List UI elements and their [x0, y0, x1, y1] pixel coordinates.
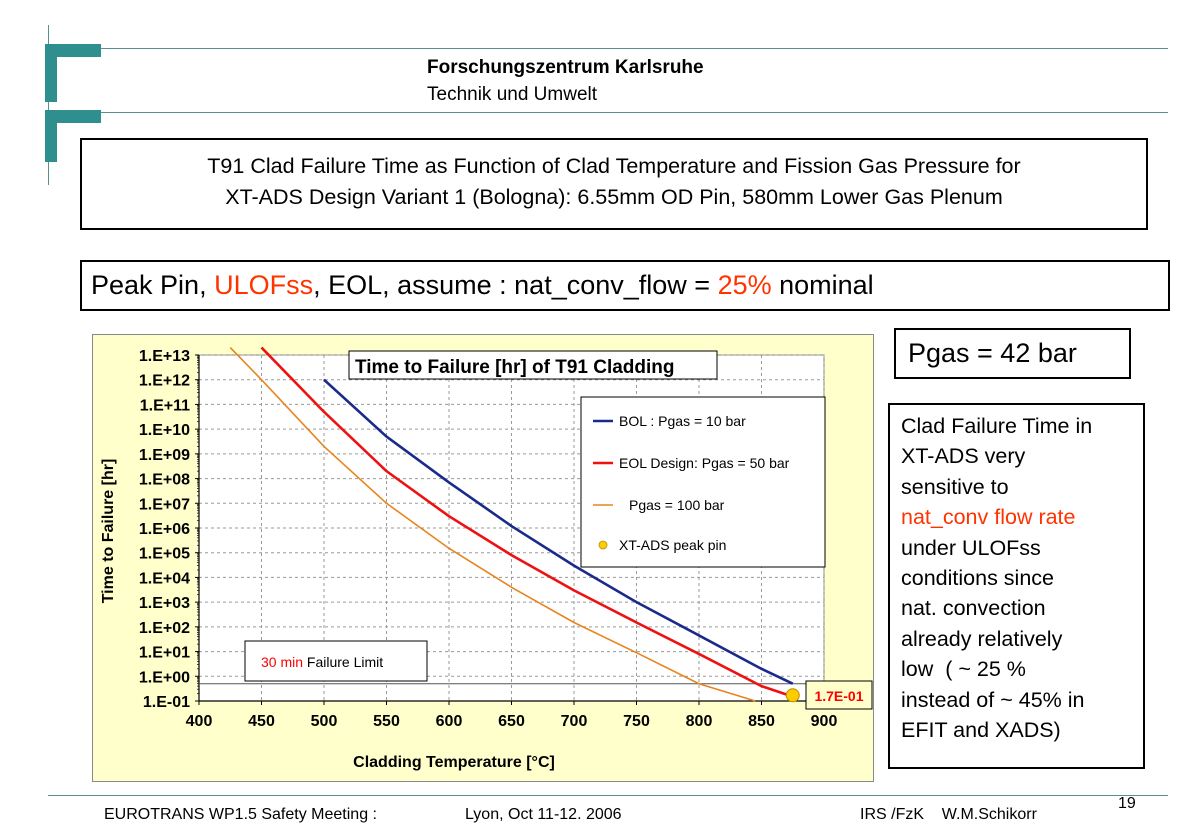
- note-box: Clad Failure Time in XT-ADS very sensiti…: [888, 403, 1145, 769]
- x-tick-label: 650: [498, 713, 525, 730]
- chart-title-box: [348, 350, 718, 380]
- y-tick-label: 1.E+04: [139, 570, 190, 587]
- y-tick-label: 1.E+07: [139, 496, 190, 513]
- peak-pin-label: 1.7E-01: [814, 688, 863, 704]
- x-tick-label: 800: [686, 713, 713, 730]
- x-axis-label: Cladding Temperature [°C]: [353, 754, 555, 771]
- y-tick-label: 1.E+08: [139, 472, 190, 489]
- series-line-3: [229, 347, 756, 702]
- x-tick-label: 500: [311, 713, 338, 730]
- x-tick-label: 700: [561, 713, 588, 730]
- legend-marker-peak-pin: [598, 540, 608, 550]
- failure-limit-label: 30 min Failure Limit: [261, 654, 383, 670]
- scenario-subtitle: Peak Pin, ULOFss, EOL, assume : nat_conv…: [80, 260, 1170, 311]
- footer-rule: [48, 795, 1168, 796]
- y-tick-label: 1.E+09: [139, 447, 190, 464]
- note-line: nat. convection: [901, 596, 1046, 621]
- chart-area: 1.E-01 1.E+00 1.E+01 1.E+02 1.E+03 1.E+04 1.E+…: [92, 334, 874, 782]
- footer-place: Lyon, Oct 11-12. 2006: [465, 806, 622, 823]
- footer-meeting: EUROTRANS WP1.5 Safety Meeting :: [104, 806, 377, 823]
- y-tick-label: 1.E-01: [143, 694, 190, 711]
- note-line-highlight: nat_conv flow rate: [901, 505, 1076, 530]
- legend-box: [580, 396, 826, 568]
- note-line: EFIT and XADS): [901, 718, 1061, 743]
- y-tick-label: 1.E+03: [139, 595, 190, 612]
- x-tick-label: 900: [811, 713, 838, 730]
- x-tick-label: 850: [748, 713, 775, 730]
- x-tick-label: 400: [186, 713, 213, 730]
- y-tick-label: 1.E+05: [139, 546, 190, 563]
- slide-title: T91 Clad Failure Time as Function of Cla…: [80, 138, 1148, 230]
- subtitle-transient: ULOFss: [214, 270, 314, 300]
- subtitle-part5: nominal: [771, 270, 874, 300]
- x-tick-label: 450: [248, 713, 275, 730]
- y-tick-label: 1.E+00: [139, 669, 190, 686]
- org-subtitle: Technik und Umwelt: [427, 84, 598, 105]
- y-tick-label: 1.E+02: [139, 620, 190, 637]
- y-tick-label: 1.E+10: [139, 422, 190, 439]
- y-tick-label: 1.E+12: [139, 373, 190, 390]
- slide-title-line2: XT-ADS Design Variant 1 (Bologna): 6.55m…: [225, 185, 1003, 209]
- subtitle-part3: , EOL, assume : nat_conv_flow =: [313, 270, 718, 300]
- frame-left-rule: [48, 25, 49, 185]
- failure-time-chart: 1.E-01 1.E+00 1.E+01 1.E+02 1.E+03 1.E+04 1.E+…: [100, 346, 873, 771]
- legend-label-1: BOL : Pgas = 10 bar: [619, 413, 746, 429]
- y-tick-label: 1.E+11: [140, 397, 190, 414]
- x-tick-label: 550: [373, 713, 400, 730]
- note-line: conditions since: [901, 566, 1054, 591]
- legend-label-3: Pgas = 100 bar: [629, 497, 725, 513]
- subtitle-flow-percent: 25%: [717, 270, 772, 300]
- note-line: low ( ~ 25 %: [901, 657, 1026, 682]
- x-tick-label: 750: [623, 713, 650, 730]
- footer-author: IRS /FzK W.M.Schikorr: [860, 806, 1037, 823]
- note-line: under ULOFss: [901, 535, 1041, 560]
- y-axis-label: Time to Failure [hr]: [100, 459, 117, 604]
- series-line-1: [323, 378, 794, 685]
- note-line: XT-ADS very: [901, 444, 1026, 469]
- chart-title: Time to Failure [hr] of T91 Cladding: [355, 357, 675, 378]
- header-rule-lower: [48, 112, 1168, 113]
- legend-label-2: EOL Design: Pgas = 50 bar: [619, 455, 790, 471]
- note-line: instead of ~ 45% in: [901, 687, 1085, 712]
- y-tick-label: 1.E+13: [139, 348, 190, 365]
- pgas-box: Pgas = 42 bar: [894, 328, 1131, 379]
- failure-limit-box: [244, 640, 428, 682]
- failure-limit-duration: 30 min: [261, 654, 303, 670]
- y-tick-label: 1.E+06: [139, 521, 190, 538]
- peak-pin-label-box: [805, 680, 873, 710]
- failure-limit-text: Failure Limit: [303, 654, 383, 670]
- header-rule: [48, 48, 1168, 49]
- peak-pin-point: [785, 688, 800, 703]
- series-line-2: [260, 346, 794, 698]
- subtitle-part1: Peak Pin,: [91, 270, 215, 300]
- y-tick-label: 1.E+01: [139, 645, 190, 662]
- page-number: 19: [1118, 795, 1136, 812]
- note-line: sensitive to: [901, 474, 1009, 499]
- note-line: already relatively: [901, 626, 1063, 651]
- note-line: Clad Failure Time in: [901, 414, 1093, 438]
- org-name: Forschungszentrum Karlsruhe: [427, 57, 704, 78]
- x-tick-label: 600: [436, 713, 463, 730]
- slide-title-line1: T91 Clad Failure Time as Function of Cla…: [207, 154, 1021, 178]
- legend-label-peak-pin: XT-ADS peak pin: [619, 537, 726, 553]
